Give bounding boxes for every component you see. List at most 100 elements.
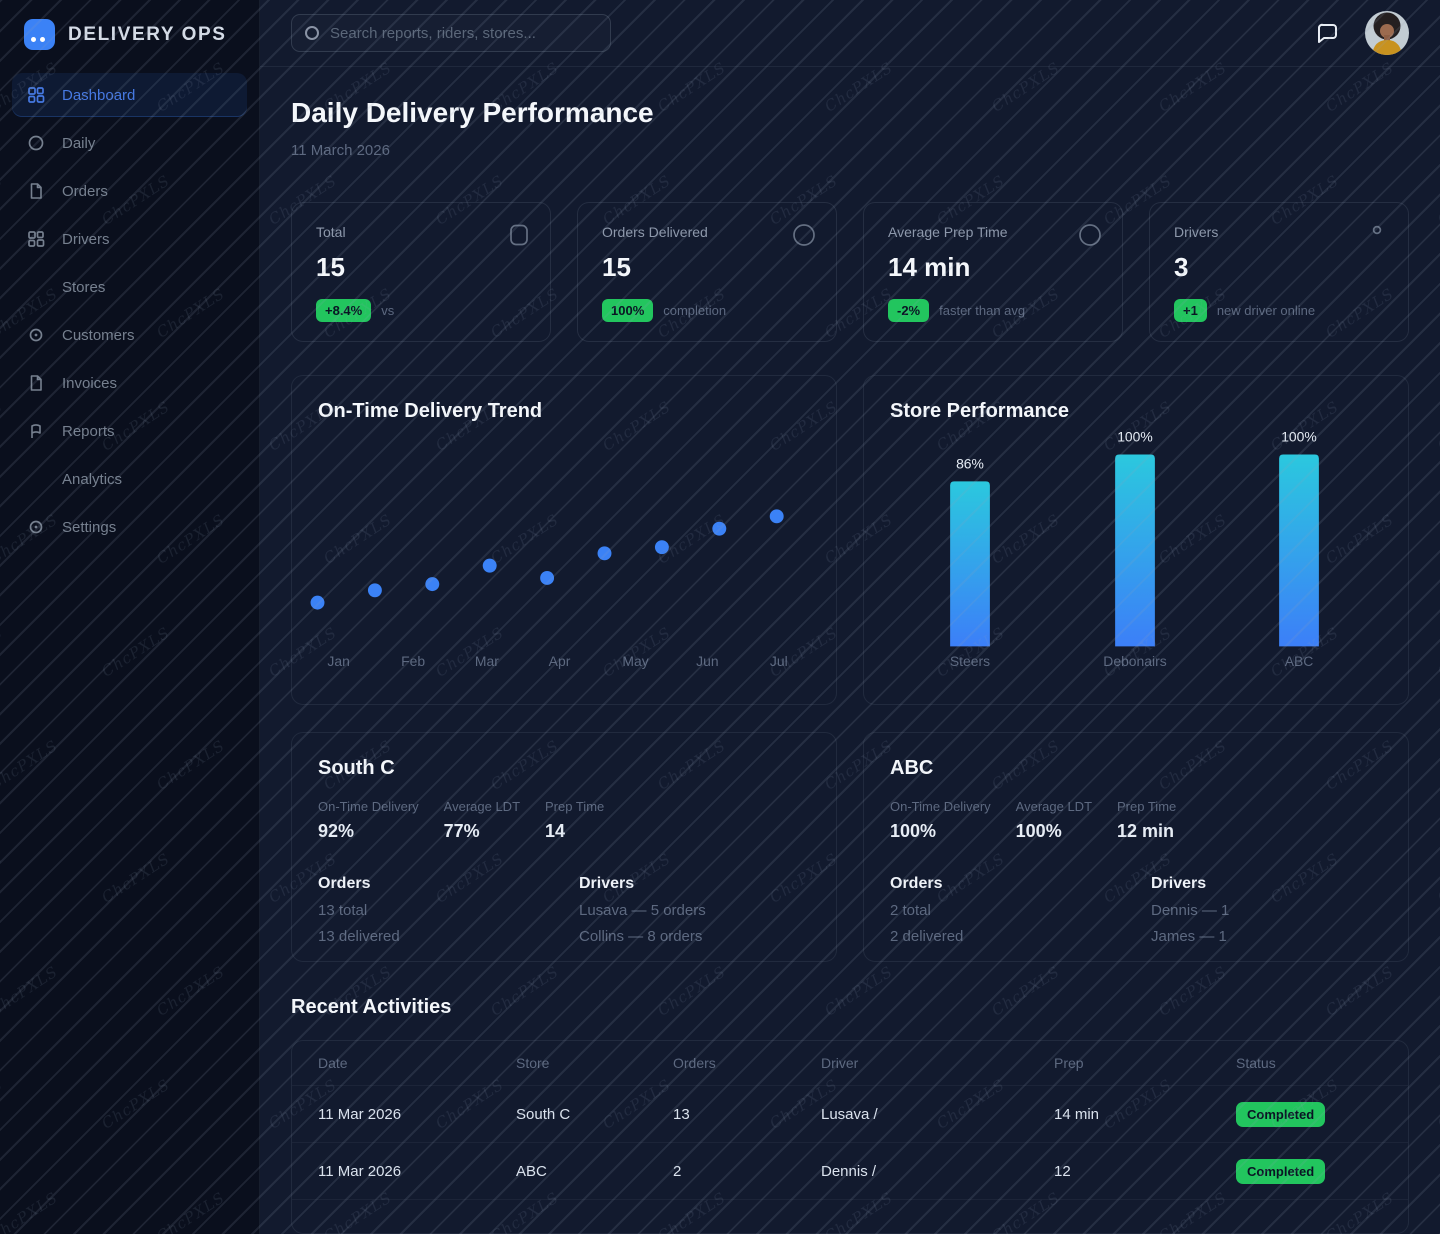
none-icon bbox=[26, 469, 46, 489]
kpi-card-orders-delivered: Orders Delivered 15 100% completion bbox=[577, 202, 837, 342]
drivers-column: Drivers Dennis — 1 James — 1 bbox=[1151, 875, 1382, 945]
cell-orders: 13 bbox=[673, 1105, 690, 1123]
sidebar-item-dashboard[interactable]: Dashboard bbox=[12, 73, 247, 117]
column-header-driver: Driver bbox=[821, 1055, 859, 1071]
table-row[interactable]: 11 Mar 2026 South C 13 Lusava / 14 min Comple… bbox=[292, 1086, 1408, 1143]
status-badge: Completed bbox=[1236, 1158, 1326, 1184]
stores-row: South C On-Time Delivery 92% Average LDT… bbox=[291, 732, 1409, 962]
table-row[interactable]: 11 Mar 2026 ABC 2 Dennis / 12 Completed bbox=[292, 1143, 1408, 1200]
sidebar-item-drivers[interactable]: Drivers bbox=[12, 217, 247, 261]
list-item: 2 total bbox=[890, 902, 931, 919]
list-item: Dennis — 1 bbox=[1151, 902, 1230, 919]
search-icon bbox=[305, 26, 319, 40]
kpi-footer: +1 new driver online bbox=[1174, 299, 1384, 322]
x-tick-label: Feb bbox=[401, 653, 425, 669]
drivers-title: Drivers bbox=[1151, 875, 1207, 892]
list-item: James — 1 bbox=[1151, 928, 1227, 945]
sidebar-item-invoices[interactable]: Invoices bbox=[12, 361, 247, 405]
trend-data-point bbox=[540, 571, 555, 585]
cell-date: 11 Mar 2026 bbox=[318, 1162, 402, 1180]
page-title: Daily Delivery Performance bbox=[291, 97, 654, 128]
store-stat: On-Time Delivery 92% bbox=[318, 799, 419, 842]
store-bar bbox=[950, 481, 990, 647]
stat-label: On-Time Delivery bbox=[318, 799, 419, 814]
cell-store: ABC bbox=[516, 1162, 547, 1180]
chat-bubble-icon[interactable] bbox=[1315, 21, 1339, 45]
column-header-store: Store bbox=[516, 1055, 550, 1071]
sidebar-item-customers[interactable]: Customers bbox=[12, 313, 247, 357]
user-avatar[interactable] bbox=[1365, 11, 1409, 55]
kpi-card-total: Total 15 +8.4% vs bbox=[291, 202, 551, 342]
grid-icon bbox=[26, 229, 46, 249]
circle-icon bbox=[792, 223, 816, 252]
status-badge: Completed bbox=[1236, 1101, 1326, 1127]
trend-data-point bbox=[597, 546, 612, 561]
circle-icon bbox=[26, 133, 46, 153]
search-input[interactable] bbox=[330, 24, 597, 42]
store-stat: Prep Time 12 min bbox=[1117, 799, 1176, 842]
main-area: Daily Delivery Performance 11 March 2026… bbox=[260, 0, 1440, 1234]
charts-row: On-Time Delivery Trend Jan Feb Mar Apr May Ju… bbox=[291, 375, 1409, 705]
kpi-value: 15 bbox=[602, 252, 631, 282]
stat-value: 14 bbox=[545, 821, 566, 841]
store-bar-chart: 86% Steers 100% Debonairs 100% ABC bbox=[950, 429, 1319, 669]
cell-orders: 2 bbox=[673, 1162, 682, 1180]
kpi-label: Total bbox=[316, 224, 346, 240]
topbar-right bbox=[1315, 11, 1409, 55]
kpi-card-average-prep-time: Average Prep Time 14 min -2% faster than av… bbox=[863, 202, 1123, 342]
x-tick-label: Apr bbox=[549, 653, 571, 669]
kpi-label: Average Prep Time bbox=[888, 224, 1008, 240]
cell-prep: 12 bbox=[1054, 1162, 1071, 1180]
store-bar bbox=[1115, 454, 1155, 647]
list-item: 13 delivered bbox=[318, 928, 400, 945]
kpi-row: Total 15 +8.4% vs Orders Delivered 15 100% comp… bbox=[291, 202, 1409, 342]
kpi-footer: -2% faster than avg bbox=[888, 299, 1098, 322]
grid-icon bbox=[26, 85, 46, 105]
sidebar-item-label: Drivers bbox=[62, 230, 110, 248]
trend-data-point bbox=[367, 583, 382, 598]
page-date: 11 March 2026 bbox=[291, 142, 390, 159]
store-stat: Average LDT 77% bbox=[444, 799, 520, 842]
sidebar-item-label: Reports bbox=[62, 422, 115, 440]
store-name: ABC bbox=[890, 757, 934, 779]
cell-status: Completed bbox=[1236, 1158, 1382, 1184]
kpi-card-drivers: Drivers 3 +1 new driver online bbox=[1149, 202, 1409, 342]
sidebar-item-orders[interactable]: Orders bbox=[12, 169, 247, 213]
sidebar-item-settings[interactable]: Settings bbox=[12, 505, 247, 549]
sidebar-item-analytics[interactable]: Analytics bbox=[12, 457, 247, 501]
app-grid-icon bbox=[24, 19, 55, 50]
orders-column: Orders 13 total 13 delivered bbox=[318, 875, 579, 945]
topbar bbox=[260, 0, 1440, 67]
kpi-badge: +1 bbox=[1174, 299, 1207, 322]
sidebar-item-reports[interactable]: Reports bbox=[12, 409, 247, 453]
stat-value: 100% bbox=[890, 821, 937, 841]
column-header-prep: Prep bbox=[1054, 1055, 1084, 1071]
kpi-value: 3 bbox=[1174, 252, 1189, 282]
stat-label: Average LDT bbox=[1015, 799, 1093, 814]
stat-value: 12 min bbox=[1117, 821, 1175, 841]
sidebar-item-label: Customers bbox=[62, 326, 135, 344]
sidebar-item-label: Daily bbox=[62, 134, 96, 152]
kpi-footer: 100% completion bbox=[602, 299, 812, 322]
recent-activities-title: Recent Activities bbox=[291, 996, 452, 1018]
table-header-row: Date Store Orders Driver Prep Status bbox=[292, 1041, 1408, 1086]
trend-data-point bbox=[712, 521, 727, 536]
sidebar-item-label: Settings bbox=[62, 518, 117, 536]
trend-data-point bbox=[310, 595, 325, 610]
none-icon bbox=[26, 277, 46, 297]
search-box[interactable] bbox=[291, 14, 611, 52]
stat-label: Prep Time bbox=[545, 799, 605, 814]
x-tick-label: Jan bbox=[327, 653, 349, 669]
sidebar-item-daily[interactable]: Daily bbox=[12, 121, 247, 165]
trend-chart-panel: On-Time Delivery Trend Jan Feb Mar Apr May Ju… bbox=[291, 375, 837, 705]
sidebar-item-label: Orders bbox=[62, 182, 108, 200]
logo-text: DELIVERY OPS bbox=[68, 23, 227, 45]
column-header-orders: Orders bbox=[673, 1055, 716, 1071]
store-performance-panel: Store Performance 86% Steers 100% Debonairs… bbox=[863, 375, 1409, 705]
sidebar-item-stores[interactable]: Stores bbox=[12, 265, 247, 309]
store-detail-south-c: South C On-Time Delivery 92% Average LDT… bbox=[291, 732, 837, 962]
orders-title: Orders bbox=[890, 875, 943, 892]
trend-data-point bbox=[425, 577, 440, 592]
x-tick-label: Mar bbox=[475, 653, 499, 669]
